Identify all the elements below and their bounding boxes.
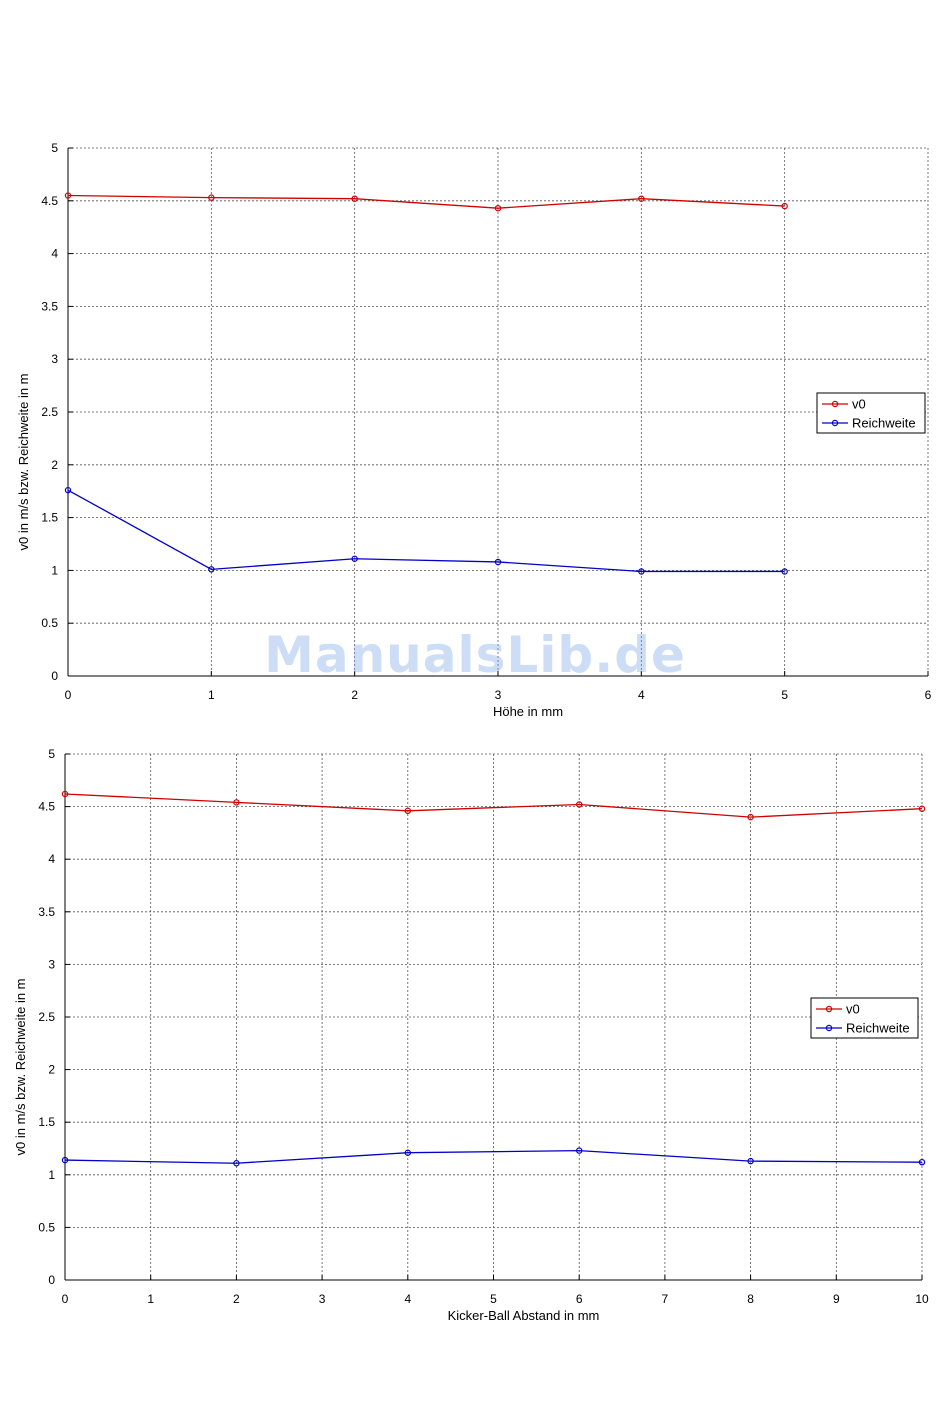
y-tick-label: 3 [51, 352, 58, 366]
y-axis-label: v0 in m/s bzw. Reichweite in m [13, 978, 28, 1155]
y-tick-label: 4.5 [38, 800, 55, 814]
data-point [494, 558, 502, 566]
y-tick-label: 1 [51, 563, 58, 577]
data-point [918, 1158, 926, 1166]
legend-marker [831, 419, 839, 427]
legend-box [816, 392, 926, 434]
x-axis-label: Kicker-Ball Abstand in mm [448, 1308, 600, 1323]
y-tick-label: 0.5 [41, 616, 58, 630]
x-tick-label: 1 [147, 1292, 154, 1306]
legend-label: v0 [852, 397, 866, 412]
y-tick-label: 2 [48, 1063, 55, 1077]
data-point [351, 195, 358, 202]
data-point [208, 566, 215, 573]
x-tick-label: 0 [62, 1292, 69, 1306]
y-tick-label: 1.5 [41, 511, 58, 525]
x-tick-label: 5 [490, 1292, 497, 1306]
series-reichweite [61, 1147, 926, 1167]
x-tick-label: 9 [833, 1292, 840, 1306]
data-point [233, 799, 240, 806]
data-point [638, 195, 645, 202]
x-tick-label: 0 [65, 688, 72, 702]
x-tick-label: 4 [404, 1292, 411, 1306]
y-tick-label: 3.5 [41, 299, 58, 313]
x-axis-label: Höhe in mm [493, 704, 563, 719]
x-tick-label: 3 [319, 1292, 326, 1306]
data-point [64, 192, 72, 199]
y-tick-label: 2.5 [38, 1010, 55, 1024]
data-point [747, 1157, 754, 1165]
y-tick-label: 2 [51, 458, 58, 472]
data-point [494, 204, 502, 212]
legend-marker [825, 1005, 833, 1013]
legend-marker [825, 1024, 833, 1032]
x-tick-label: 6 [576, 1292, 583, 1306]
data-point [404, 807, 411, 815]
x-tick-label: 2 [233, 1292, 240, 1306]
legend-label: Reichweite [852, 416, 916, 431]
y-tick-label: 5 [51, 141, 58, 155]
data-point [233, 1160, 240, 1167]
series-v0 [64, 192, 788, 212]
legend-marker [831, 400, 839, 408]
data-point [576, 1147, 583, 1154]
series-v0 [61, 790, 926, 821]
chart-1: 0 1 2 3 4 5 6 0 0.5 1 1.5 2 2.5 3 3.5 4 4.5 5 Höhe in mm v0… [16, 141, 932, 719]
data-point [576, 801, 583, 808]
y-tick-label: 0.5 [38, 1220, 55, 1234]
data-point [404, 1149, 411, 1156]
y-tick-label: 5 [48, 747, 55, 761]
y-tick-label: 1.5 [38, 1115, 55, 1129]
y-tick-label: 4 [48, 852, 55, 866]
x-tick-label: 4 [638, 688, 645, 702]
x-tick-label: 7 [662, 1292, 669, 1306]
series-line [67, 489, 785, 573]
data-point [61, 1156, 69, 1164]
legend: v0 Reichweite [810, 997, 919, 1039]
y-axis-label: v0 in m/s bzw. Reichweite in m [16, 373, 31, 550]
series-reichweite [64, 486, 788, 575]
y-tick-label: 3 [48, 957, 55, 971]
y-tick-label: 1 [48, 1168, 55, 1182]
legend-label: v0 [846, 1002, 860, 1017]
legend-box [810, 997, 919, 1039]
y-tick-label: 2.5 [41, 405, 58, 419]
data-point [918, 805, 926, 812]
data-point [351, 555, 358, 562]
y-tick-label: 3.5 [38, 905, 55, 919]
chart-2: 0 1 2 3 4 5 6 7 8 9 10 0 0.5 1 1.5 2 2.5 3 3.5 4 4.5 5 Kicker-… [13, 747, 929, 1323]
y-tick-label: 4.5 [41, 194, 58, 208]
data-point [781, 202, 788, 210]
data-point [61, 790, 69, 798]
x-tick-label: 1 [208, 688, 215, 702]
data-point [781, 568, 788, 575]
x-tick-label: 3 [495, 688, 502, 702]
y-tick-label: 4 [51, 247, 58, 261]
legend-label: Reichweite [846, 1021, 910, 1036]
x-tick-label: 8 [747, 1292, 754, 1306]
y-tick-label: 0 [48, 1273, 55, 1287]
series-line [67, 194, 785, 209]
legend: v0 Reichweite [816, 392, 926, 434]
data-point [638, 568, 645, 575]
x-tick-label: 10 [915, 1292, 929, 1306]
y-tick-label: 0 [51, 669, 58, 683]
data-point [747, 813, 754, 821]
series-line [64, 793, 923, 818]
series-line [64, 1149, 923, 1164]
x-tick-label: 6 [925, 688, 932, 702]
x-tick-label: 5 [781, 688, 788, 702]
data-point [208, 194, 215, 201]
data-point [64, 486, 72, 494]
x-tick-label: 2 [351, 688, 358, 702]
